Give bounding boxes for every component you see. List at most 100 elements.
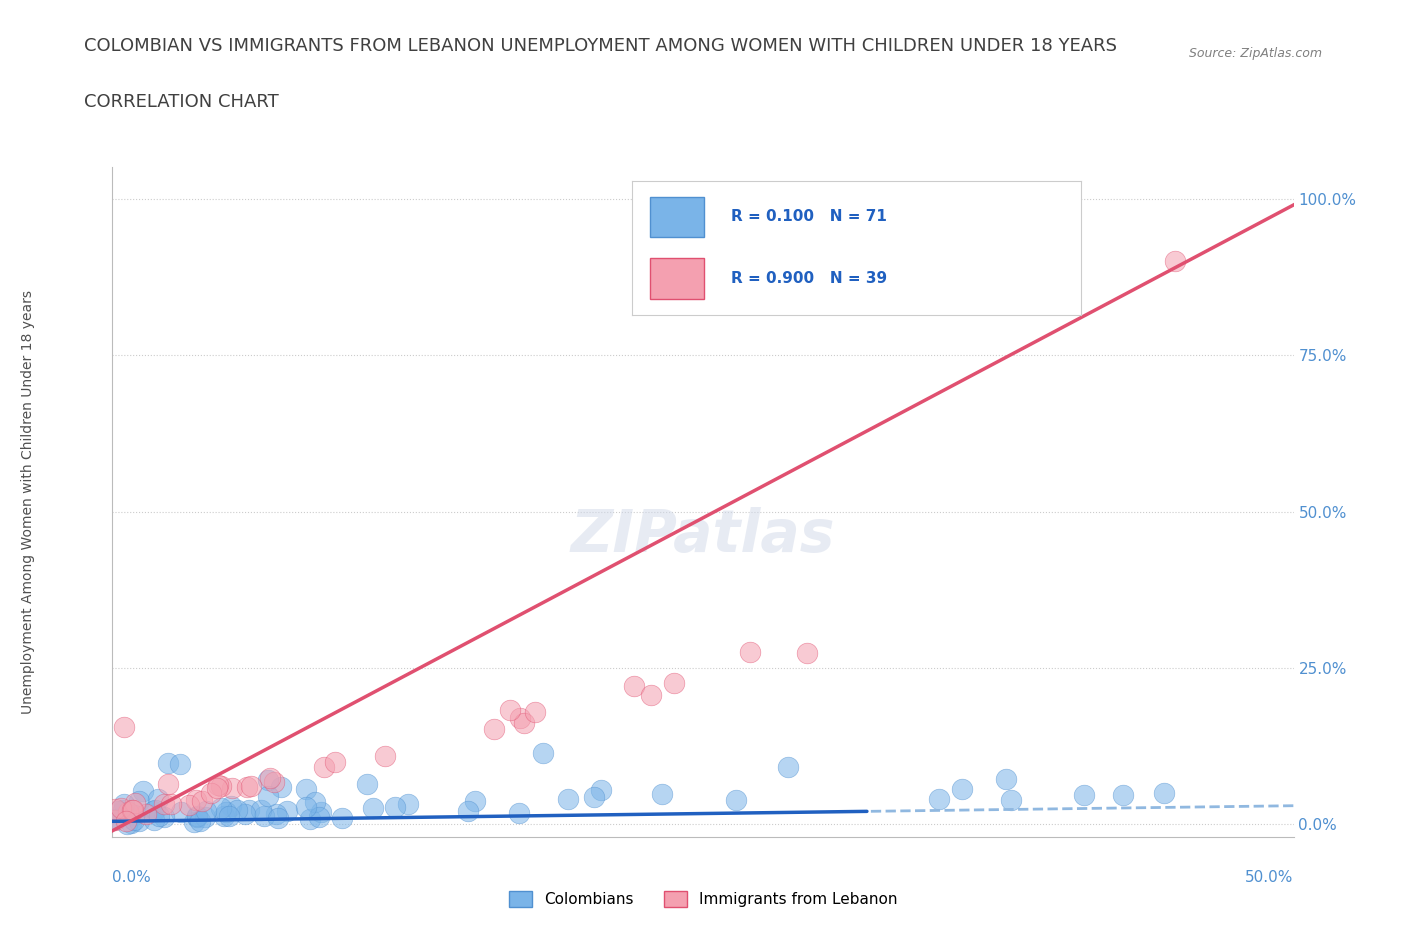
Text: Unemployment Among Women with Children Under 18 years: Unemployment Among Women with Children U… bbox=[21, 290, 35, 714]
Colombians bbox=[1073, 788, 1095, 803]
Colombians bbox=[186, 809, 208, 824]
Colombians bbox=[457, 804, 479, 818]
Immigrants from Lebanon bbox=[115, 814, 138, 829]
Immigrants from Lebanon bbox=[482, 722, 505, 737]
Colombians bbox=[1153, 786, 1175, 801]
Immigrants from Lebanon bbox=[623, 679, 645, 694]
Colombians bbox=[267, 811, 290, 826]
Immigrants from Lebanon bbox=[323, 754, 346, 769]
Colombians bbox=[531, 746, 554, 761]
Colombians bbox=[194, 809, 217, 824]
Colombians bbox=[183, 814, 205, 829]
Colombians bbox=[1112, 788, 1135, 803]
Colombians bbox=[363, 800, 385, 815]
Colombians bbox=[557, 791, 579, 806]
Text: ZIPatlas: ZIPatlas bbox=[571, 507, 835, 565]
Colombians bbox=[128, 794, 150, 809]
Colombians bbox=[233, 807, 256, 822]
Colombians bbox=[225, 803, 247, 817]
Colombians bbox=[396, 796, 419, 811]
Colombians bbox=[128, 814, 150, 829]
Colombians bbox=[308, 810, 330, 825]
Immigrants from Lebanon bbox=[177, 797, 200, 812]
Colombians bbox=[156, 755, 179, 770]
Colombians bbox=[249, 803, 271, 817]
Colombians bbox=[112, 803, 135, 817]
Text: 50.0%: 50.0% bbox=[1246, 870, 1294, 884]
Colombians bbox=[238, 803, 260, 817]
Colombians bbox=[299, 811, 322, 826]
Colombians bbox=[215, 805, 238, 820]
Colombians bbox=[142, 813, 165, 828]
Colombians bbox=[384, 800, 406, 815]
Colombians bbox=[195, 804, 218, 818]
Immigrants from Lebanon bbox=[239, 779, 262, 794]
Immigrants from Lebanon bbox=[221, 781, 243, 796]
Immigrants from Lebanon bbox=[200, 785, 222, 800]
Immigrants from Lebanon bbox=[513, 716, 536, 731]
Immigrants from Lebanon bbox=[662, 675, 685, 690]
Immigrants from Lebanon bbox=[124, 795, 146, 810]
Immigrants from Lebanon bbox=[640, 688, 662, 703]
Colombians bbox=[169, 756, 191, 771]
Immigrants from Lebanon bbox=[191, 794, 214, 809]
Colombians bbox=[115, 816, 138, 830]
Colombians bbox=[1000, 792, 1022, 807]
Immigrants from Lebanon bbox=[263, 775, 285, 790]
Colombians bbox=[995, 772, 1018, 787]
Text: COLOMBIAN VS IMMIGRANTS FROM LEBANON UNEMPLOYMENT AMONG WOMEN WITH CHILDREN UNDE: COLOMBIAN VS IMMIGRANTS FROM LEBANON UNE… bbox=[84, 37, 1118, 55]
Colombians bbox=[148, 809, 170, 824]
Legend: Colombians, Immigrants from Lebanon: Colombians, Immigrants from Lebanon bbox=[502, 884, 904, 913]
Immigrants from Lebanon bbox=[160, 797, 183, 812]
Immigrants from Lebanon bbox=[112, 720, 135, 735]
Colombians bbox=[464, 793, 486, 808]
Immigrants from Lebanon bbox=[205, 780, 228, 795]
Colombians bbox=[152, 809, 174, 824]
Colombians bbox=[107, 804, 129, 818]
Colombians bbox=[294, 782, 316, 797]
Colombians bbox=[264, 806, 287, 821]
Immigrants from Lebanon bbox=[135, 806, 157, 821]
Colombians bbox=[170, 804, 193, 819]
Immigrants from Lebanon bbox=[121, 803, 143, 817]
Immigrants from Lebanon bbox=[184, 792, 207, 807]
Immigrants from Lebanon bbox=[259, 770, 281, 785]
Colombians bbox=[142, 804, 165, 818]
Colombians bbox=[214, 808, 236, 823]
Immigrants from Lebanon bbox=[104, 801, 127, 816]
Colombians bbox=[304, 794, 326, 809]
Colombians bbox=[131, 783, 153, 798]
Colombians bbox=[122, 813, 145, 828]
Text: 0.0%: 0.0% bbox=[112, 870, 152, 884]
Colombians bbox=[104, 811, 127, 826]
Colombians bbox=[582, 790, 605, 804]
Immigrants from Lebanon bbox=[207, 777, 229, 792]
Colombians bbox=[256, 772, 278, 787]
Colombians bbox=[143, 803, 166, 817]
Colombians bbox=[257, 789, 280, 804]
Colombians bbox=[219, 798, 242, 813]
Colombians bbox=[270, 779, 292, 794]
Colombians bbox=[252, 809, 274, 824]
Immigrants from Lebanon bbox=[740, 644, 762, 659]
Colombians bbox=[146, 792, 169, 807]
Colombians bbox=[950, 781, 973, 796]
Immigrants from Lebanon bbox=[236, 780, 259, 795]
Colombians bbox=[591, 782, 613, 797]
Immigrants from Lebanon bbox=[1164, 254, 1187, 269]
Immigrants from Lebanon bbox=[104, 813, 127, 828]
Colombians bbox=[120, 816, 142, 830]
Colombians bbox=[508, 806, 530, 821]
Text: Source: ZipAtlas.com: Source: ZipAtlas.com bbox=[1188, 46, 1322, 60]
Colombians bbox=[724, 793, 747, 808]
Immigrants from Lebanon bbox=[523, 705, 546, 720]
Colombians bbox=[186, 809, 208, 824]
Colombians bbox=[188, 814, 211, 829]
Colombians bbox=[651, 786, 673, 801]
Colombians bbox=[124, 808, 146, 823]
Immigrants from Lebanon bbox=[314, 760, 336, 775]
Text: CORRELATION CHART: CORRELATION CHART bbox=[84, 93, 280, 111]
Colombians bbox=[778, 759, 800, 774]
Immigrants from Lebanon bbox=[122, 803, 145, 817]
Immigrants from Lebanon bbox=[509, 711, 531, 725]
